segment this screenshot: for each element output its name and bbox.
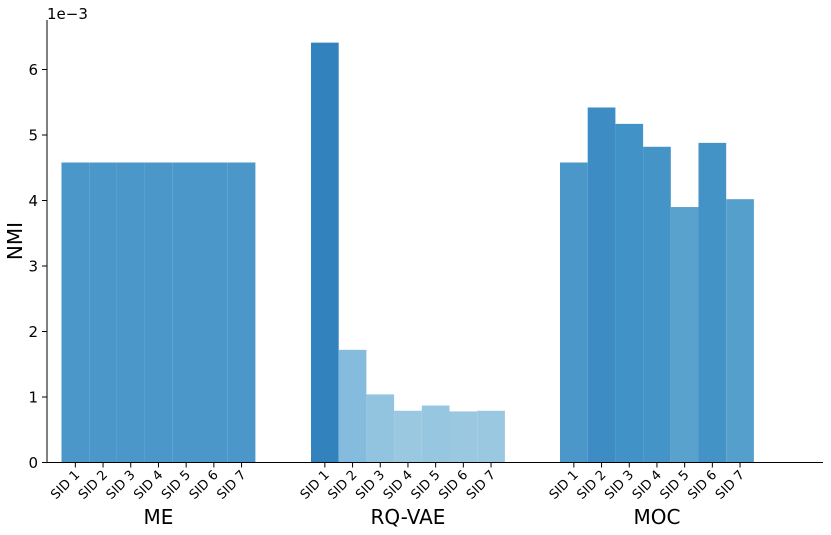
x-tick-label: SID 5 bbox=[657, 468, 692, 503]
x-tick-label: SID 4 bbox=[630, 468, 665, 503]
x-tick-label: SID 4 bbox=[381, 468, 416, 503]
bar bbox=[587, 107, 616, 463]
bar bbox=[698, 142, 727, 463]
bar bbox=[366, 394, 395, 463]
bar bbox=[477, 410, 505, 463]
group-labels-layer: ME RQ-VAE MOC bbox=[143, 505, 680, 529]
x-tick-label: SID 2 bbox=[76, 468, 111, 503]
bar bbox=[726, 199, 754, 463]
x-tick-label: SID 6 bbox=[685, 468, 720, 503]
bar bbox=[643, 146, 671, 463]
y-tick-label: 3 bbox=[28, 258, 38, 276]
bar bbox=[61, 162, 90, 463]
y-tick-label: 4 bbox=[28, 192, 38, 210]
bar bbox=[144, 162, 173, 463]
y-tick-label: 6 bbox=[28, 61, 38, 79]
bar bbox=[311, 42, 339, 463]
x-tick-label: SID 1 bbox=[48, 468, 83, 503]
x-tick-label: SID 4 bbox=[131, 468, 166, 503]
bar bbox=[227, 162, 256, 463]
bars-layer bbox=[61, 42, 754, 463]
bar bbox=[394, 410, 422, 463]
x-tick-label: SID 2 bbox=[325, 468, 360, 503]
bar bbox=[200, 162, 228, 463]
bar bbox=[421, 405, 450, 463]
x-tick-label: SID 3 bbox=[353, 468, 388, 503]
bar bbox=[670, 207, 699, 463]
x-tick-label: SID 5 bbox=[408, 468, 443, 503]
group-label: MOC bbox=[633, 505, 680, 529]
x-tick-label: SID 6 bbox=[187, 468, 222, 503]
bar bbox=[172, 162, 200, 463]
x-tick-label: SID 7 bbox=[464, 468, 499, 503]
bar bbox=[560, 162, 588, 463]
y-axis-label: NMI bbox=[3, 222, 27, 260]
group-label: RQ-VAE bbox=[370, 505, 445, 529]
bar bbox=[116, 162, 145, 463]
bar bbox=[449, 411, 478, 463]
x-tick-label: SID 1 bbox=[298, 468, 333, 503]
x-tick-label: SID 1 bbox=[547, 468, 582, 503]
x-tick-label: SID 5 bbox=[159, 468, 194, 503]
x-tick-label: SID 6 bbox=[436, 468, 471, 503]
x-tick-label: SID 2 bbox=[574, 468, 609, 503]
y-tick-label: 0 bbox=[28, 454, 38, 472]
x-tick-label: SID 7 bbox=[214, 468, 249, 503]
y-tick-label: 2 bbox=[28, 323, 38, 341]
y-tick-label: 5 bbox=[28, 127, 38, 145]
bar bbox=[338, 349, 367, 463]
y-ticks-layer: 0 1 2 3 4 5 6 bbox=[28, 61, 47, 472]
bar bbox=[89, 162, 117, 463]
x-tick-label: SID 3 bbox=[104, 468, 139, 503]
group-label: ME bbox=[143, 505, 173, 529]
y-tick-label: 1 bbox=[28, 389, 38, 407]
x-tick-label: SID 3 bbox=[602, 468, 637, 503]
x-tick-label: SID 7 bbox=[713, 468, 748, 503]
bar bbox=[615, 123, 644, 463]
y-axis-multiplier: 1e−3 bbox=[47, 5, 88, 23]
